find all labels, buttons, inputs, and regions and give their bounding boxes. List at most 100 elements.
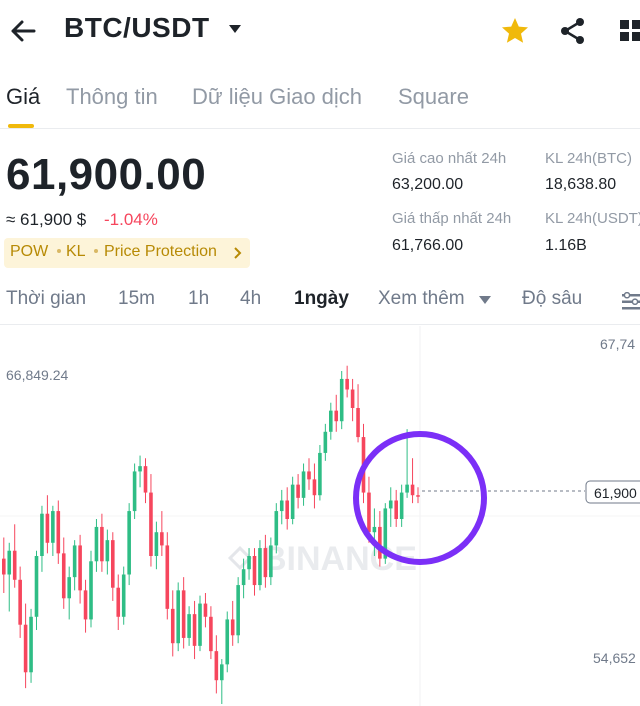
interval-4h[interactable]: 4h bbox=[240, 288, 262, 309]
candle bbox=[258, 540, 262, 591]
chart-settings-icon[interactable] bbox=[620, 292, 640, 312]
candle bbox=[301, 463, 306, 506]
candle-body bbox=[356, 408, 360, 438]
tag-price-protection[interactable]: Price Protection bbox=[104, 243, 217, 260]
candle-body bbox=[209, 616, 213, 652]
candle bbox=[154, 521, 159, 570]
star-icon[interactable] bbox=[500, 16, 530, 46]
candle bbox=[225, 611, 230, 673]
candle-body bbox=[72, 545, 77, 578]
candle-body bbox=[247, 556, 251, 570]
candle bbox=[121, 566, 126, 625]
last-price: 61,900.00 bbox=[6, 150, 207, 199]
candlestick-chart[interactable]: BINANCE 61,900 67,74 54,652 66,849.24 bbox=[0, 326, 640, 706]
pair-title[interactable]: BTC/USDT bbox=[64, 12, 210, 43]
candle-body bbox=[279, 500, 284, 512]
tag-pow[interactable]: POW bbox=[10, 243, 49, 260]
candle-body bbox=[83, 590, 88, 620]
candle-body bbox=[149, 492, 153, 556]
candle bbox=[56, 500, 61, 564]
chevron-down-icon[interactable] bbox=[228, 22, 242, 36]
candle bbox=[111, 532, 115, 601]
candle bbox=[83, 579, 88, 633]
candle-body bbox=[214, 651, 219, 681]
candle-body bbox=[312, 479, 317, 496]
candle bbox=[356, 384, 360, 443]
interval-time[interactable]: Thời gian bbox=[6, 288, 87, 309]
chevron-right-icon[interactable] bbox=[232, 247, 242, 259]
candle bbox=[116, 574, 121, 630]
candle bbox=[203, 593, 208, 628]
candle bbox=[323, 423, 328, 461]
candle bbox=[61, 537, 66, 609]
interval-bar: Thời gian 15m 1h 4h 1ngày Xem thêm Độ sâ… bbox=[0, 288, 640, 318]
candle-body bbox=[367, 492, 371, 533]
interval-15m[interactable]: 15m bbox=[118, 288, 155, 309]
interval-1h[interactable]: 1h bbox=[188, 288, 210, 309]
candle bbox=[274, 503, 279, 554]
candle-body bbox=[388, 500, 393, 509]
candle-body bbox=[61, 553, 66, 599]
candle-body bbox=[416, 495, 420, 497]
candle bbox=[45, 495, 50, 554]
candle bbox=[89, 550, 93, 628]
main-tabs: Giá Thông tin Dữ liệu Giao dịch Square bbox=[0, 84, 640, 130]
volume-usdt-label: KL 24h(USDT) bbox=[545, 210, 640, 227]
volume-btc-label: KL 24h(BTC) bbox=[545, 150, 632, 167]
candle bbox=[378, 511, 382, 567]
highlight-circle bbox=[353, 431, 487, 565]
candle bbox=[290, 476, 295, 525]
candle bbox=[181, 577, 186, 649]
tab-trading-data[interactable]: Dữ liệu Giao dịch bbox=[192, 84, 363, 109]
candle bbox=[100, 513, 104, 572]
volume-usdt-value: 1.16B bbox=[545, 237, 587, 254]
candle-body bbox=[236, 585, 240, 636]
low-24h-label: Giá thấp nhất 24h bbox=[392, 210, 512, 227]
tab-price[interactable]: Giá bbox=[6, 84, 41, 109]
candle bbox=[372, 508, 377, 556]
candle-body bbox=[45, 513, 50, 543]
tag-separator bbox=[57, 249, 61, 253]
candle bbox=[214, 635, 219, 694]
candle-body bbox=[323, 431, 328, 453]
candle bbox=[230, 600, 235, 646]
active-tab-indicator bbox=[8, 124, 34, 128]
volume-btc-value: 18,638.80 bbox=[545, 176, 617, 193]
candle-body bbox=[89, 561, 93, 620]
candle bbox=[18, 566, 22, 638]
interval-more[interactable]: Xem thêm bbox=[378, 288, 465, 309]
candle-body bbox=[307, 471, 311, 480]
interval-1d[interactable]: 1ngày bbox=[294, 288, 349, 309]
candle bbox=[132, 463, 137, 519]
candle-body bbox=[394, 500, 398, 519]
candle-body bbox=[2, 558, 6, 575]
candle-body bbox=[100, 526, 104, 562]
tab-info[interactable]: Thông tin bbox=[66, 84, 158, 109]
candle-body bbox=[220, 664, 224, 681]
candle bbox=[236, 577, 240, 644]
tag-bar[interactable]: POW KL Price Protection bbox=[4, 238, 250, 268]
low-24h-value: 61,766.00 bbox=[392, 237, 464, 254]
candle bbox=[345, 365, 349, 398]
candle bbox=[138, 455, 142, 488]
tab-square[interactable]: Square bbox=[398, 84, 469, 109]
chevron-down-icon[interactable] bbox=[478, 295, 492, 305]
candle bbox=[192, 600, 197, 660]
candle-body bbox=[160, 532, 164, 546]
back-arrow-icon[interactable] bbox=[6, 14, 40, 48]
candle bbox=[29, 608, 33, 683]
candle bbox=[160, 511, 164, 556]
tag-kl[interactable]: KL bbox=[66, 243, 86, 260]
candle bbox=[78, 534, 82, 604]
candle bbox=[410, 458, 415, 504]
grid-icon[interactable] bbox=[618, 18, 640, 44]
candle bbox=[296, 474, 300, 509]
interval-depth[interactable]: Độ sâu bbox=[522, 288, 583, 309]
candle-body bbox=[132, 471, 137, 512]
candle-body bbox=[203, 603, 208, 617]
candle bbox=[247, 548, 251, 580]
share-icon[interactable] bbox=[558, 16, 588, 46]
max-price-marker: 66,849.24 bbox=[6, 367, 68, 383]
candle-body bbox=[176, 590, 180, 644]
candle-body bbox=[350, 389, 355, 408]
